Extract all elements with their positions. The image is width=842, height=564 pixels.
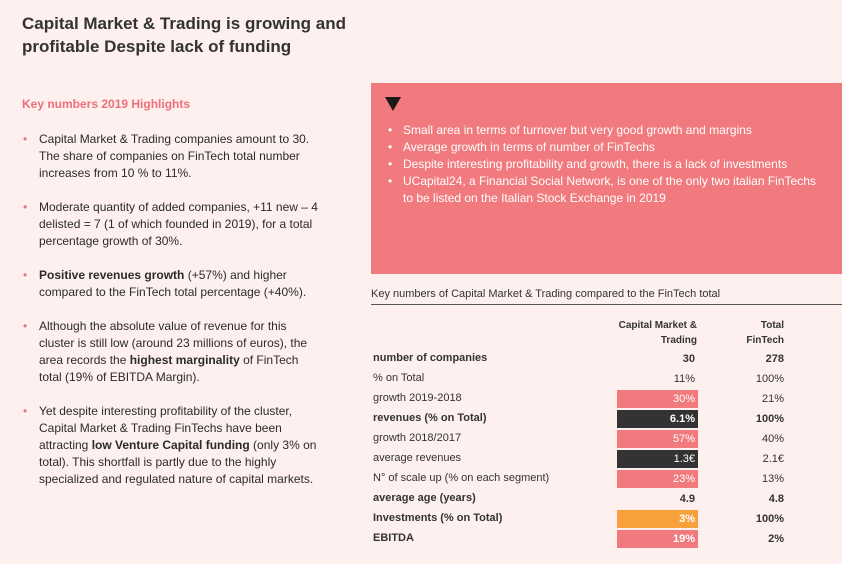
callout-text: UCapital24, a Financial Social Network, … (403, 174, 816, 205)
highlight-text: Moderate quantity of added companies, +1… (39, 200, 318, 248)
table-row: growth 2018/2017 57% 40% (371, 429, 842, 449)
row-label: EBITDA (373, 532, 414, 544)
highlight-item: • Yet despite interesting profitability o… (22, 403, 322, 488)
highlight-text: Yet despite interesting profitability of… (39, 404, 293, 452)
cell-capital-market: 57% (617, 430, 698, 448)
highlight-text: of FinTech total (19% of EBITDA Margin). (39, 353, 299, 384)
callout-text: Despite interesting profitability and gr… (403, 157, 788, 171)
highlight-text: (only 3% on total). This shortfall is pa… (39, 438, 317, 486)
cell-capital-market: 11% (673, 373, 695, 385)
table-row: % on Total 11% 100% (371, 369, 842, 389)
cell-total-fintech: 21% (761, 393, 784, 405)
highlight-emphasis: low Venture Capital funding (91, 438, 250, 452)
highlight-emphasis: highest marginality (129, 353, 240, 367)
highlight-emphasis: Positive revenues growth (39, 268, 185, 282)
row-label: average age (years) (373, 492, 476, 504)
cell-total-fintech: 2.1€ (762, 453, 784, 465)
callout-item: • UCapital24, a Financial Social Network,… (388, 173, 828, 207)
highlight-text: Although the absolute value of revenue f… (39, 319, 308, 367)
cell-total-fintech: 100% (755, 513, 784, 525)
cell-capital-market: 6.1% (617, 410, 698, 428)
row-label: Investments (% on Total) (373, 512, 503, 524)
table-title: Key numbers of Capital Market & Trading … (371, 288, 842, 305)
table-row: revenues (% on Total) 6.1% 100% (371, 409, 842, 429)
callout-text: Small area in terms of turnover but very… (403, 123, 752, 137)
row-label: growth 2019-2018 (373, 392, 462, 404)
cell-capital-market: 4.9 (679, 493, 695, 505)
cell-total-fintech: 278 (765, 353, 784, 365)
bullet-dot-icon: • (23, 200, 28, 214)
highlights-list: • Capital Market & Trading companies amou… (22, 131, 322, 505)
cell-capital-market: 3% (617, 510, 698, 528)
bullet-dot-icon: • (388, 123, 393, 137)
bullet-dot-icon: • (23, 132, 28, 146)
row-label: number of companies (373, 352, 488, 364)
cell-total-fintech: 13% (761, 473, 784, 485)
highlight-text: Capital Market & Trading companies amoun… (39, 132, 310, 180)
highlight-item: • Although the absolute value of revenue … (22, 318, 322, 386)
bullet-dot-icon: • (388, 157, 393, 171)
cell-capital-market: 30 (682, 353, 695, 365)
cell-capital-market: 1.3€ (617, 450, 698, 468)
highlight-item: • Moderate quantity of added companies, +… (22, 199, 322, 250)
highlights-heading: Key numbers 2019 Highlights (22, 97, 191, 111)
callout-box: • Small area in terms of turnover but ver… (371, 83, 842, 274)
bullet-dot-icon: • (23, 268, 28, 282)
page-title: Capital Market & Trading is growing and … (22, 14, 346, 56)
column-header-total-fintech: Total FinTech (746, 320, 784, 346)
triangle-down-icon (385, 97, 401, 111)
callout-item: • Despite interesting profitability and g… (388, 156, 828, 173)
column-header-capital-market: Capital Market & Trading (618, 320, 697, 346)
highlight-item: • Capital Market & Trading companies amou… (22, 131, 322, 182)
bullet-dot-icon: • (23, 404, 28, 418)
callout-item: • Average growth in terms of number of Fi… (388, 139, 828, 156)
cell-total-fintech: 2% (768, 533, 784, 545)
table-row: Investments (% on Total) 3% 100% (371, 509, 842, 529)
table-row: N° of scale up (% on each segment) 23% 13% (371, 469, 842, 489)
table-row: number of companies 30 278 (371, 349, 842, 369)
cell-capital-market: 19% (617, 530, 698, 548)
row-label: growth 2018/2017 (373, 432, 462, 444)
row-label: revenues (% on Total) (373, 412, 487, 424)
table-row: average age (years) 4.9 4.8 (371, 489, 842, 509)
cell-total-fintech: 40% (761, 433, 784, 445)
bullet-dot-icon: • (388, 140, 393, 154)
row-label: % on Total (373, 372, 425, 384)
key-numbers-table: number of companies 30 278 % on Total 11% 100… (371, 349, 842, 549)
cell-total-fintech: 100% (755, 373, 784, 385)
callout-item: • Small area in terms of turnover but ver… (388, 122, 828, 139)
cell-total-fintech: 100% (755, 413, 784, 425)
row-label: average revenues (373, 452, 462, 464)
cell-capital-market: 30% (617, 390, 698, 408)
table-row: EBITDA 19% 2% (371, 529, 842, 549)
table-row: average revenues 1.3€ 2.1€ (371, 449, 842, 469)
table-row: growth 2019-2018 30% 21% (371, 389, 842, 409)
bullet-dot-icon: • (23, 319, 28, 333)
highlight-text: (+57%) and higher compared to the FinTec… (39, 268, 307, 299)
bullet-dot-icon: • (388, 174, 393, 188)
highlight-item: • Positive revenues growth (+57%) and hig… (22, 267, 322, 301)
row-label: N° of scale up (% on each segment) (373, 472, 550, 484)
cell-capital-market: 23% (617, 470, 698, 488)
cell-total-fintech: 4.8 (768, 493, 784, 505)
callout-text: Average growth in terms of number of Fin… (403, 140, 655, 154)
callout-list: • Small area in terms of turnover but ver… (388, 122, 828, 207)
